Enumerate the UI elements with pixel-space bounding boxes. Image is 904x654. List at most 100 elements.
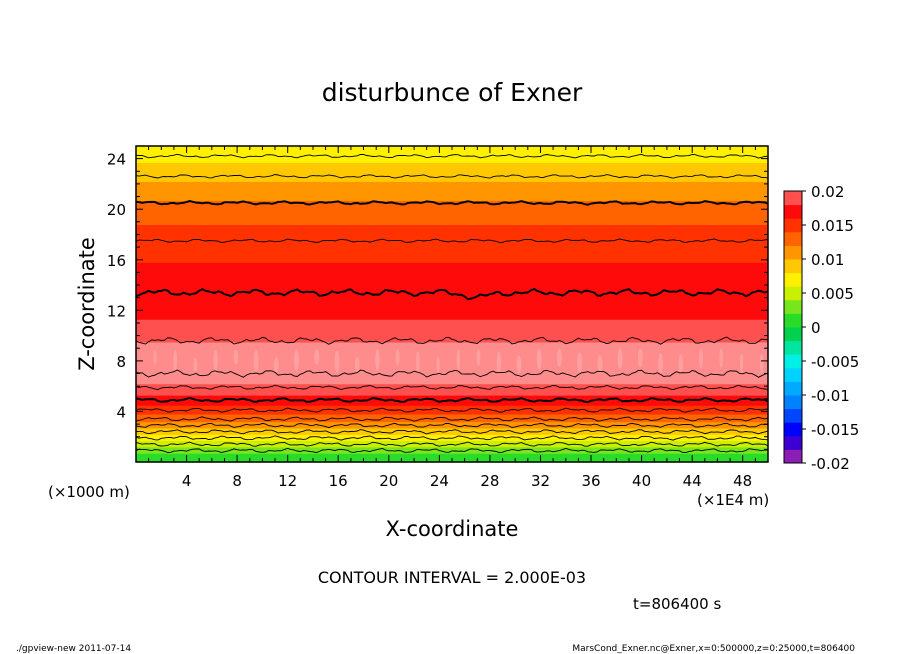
contour-line <box>135 153 769 159</box>
contour-band <box>136 219 768 222</box>
contour-band <box>136 397 768 400</box>
colorbar-label: -0.02 <box>811 455 850 473</box>
contour-band <box>136 268 768 271</box>
contour-max-patch <box>213 349 218 372</box>
contour-band <box>136 431 768 434</box>
contour-band <box>136 252 768 255</box>
contour-band <box>136 412 768 415</box>
contour-band <box>136 151 768 153</box>
contour-line <box>135 238 769 243</box>
contour-band <box>136 362 768 364</box>
contour-band <box>136 305 768 308</box>
contour-band <box>136 344 768 347</box>
contour-band <box>136 286 768 289</box>
contour-band <box>136 392 768 395</box>
y-tick-label: 16 <box>107 252 126 270</box>
contour-max-patch <box>273 357 279 373</box>
contour-max-patch <box>354 356 360 373</box>
contour-band <box>136 301 768 304</box>
contour-band <box>136 388 768 391</box>
contour-max-patch <box>597 354 603 374</box>
contour-band <box>136 258 768 261</box>
contour-band <box>136 376 768 378</box>
contour-band <box>136 353 768 356</box>
contour-band <box>136 196 768 199</box>
contour-band <box>136 172 768 175</box>
contour-band <box>136 363 768 366</box>
contour-max-patch <box>678 354 683 374</box>
colorbar-labels: 0.02 0.015 0.01 0.005 0 -0.005 -0.01 -0.015 -0.0… <box>802 183 859 473</box>
contour-band <box>136 389 768 392</box>
contour-band <box>136 224 768 227</box>
contour-band <box>136 320 768 323</box>
contour-band <box>136 439 768 442</box>
contour-band <box>136 396 768 399</box>
contour-band <box>136 430 768 433</box>
contour-band <box>136 163 768 166</box>
contour-band <box>136 240 768 243</box>
x-tick-label: 32 <box>531 472 550 490</box>
contour-band <box>136 407 768 410</box>
contour-band <box>136 322 768 325</box>
x-tick-label: 20 <box>379 472 398 490</box>
contour-max-patch <box>416 351 420 373</box>
x-tick-label: 8 <box>232 472 242 490</box>
contour-band <box>136 334 768 337</box>
contour-band <box>136 314 768 316</box>
y-axis-label: Z-coordinate <box>75 237 99 371</box>
colorbar-label: 0.015 <box>811 217 854 235</box>
contour-band <box>136 354 768 357</box>
contour-band <box>136 445 768 448</box>
contour-line-thick <box>135 287 769 301</box>
contour-band <box>136 274 768 277</box>
contour-band <box>136 261 768 263</box>
contour-line <box>135 174 769 179</box>
contour-band <box>136 230 768 233</box>
contour-max-patch <box>314 349 320 365</box>
contour-band <box>136 454 768 457</box>
contour-max-patch <box>556 348 562 367</box>
colorbar-swatch <box>784 286 802 301</box>
contour-band <box>136 456 768 459</box>
contour-band <box>136 262 768 265</box>
contour-band <box>136 298 768 301</box>
contour-band <box>136 328 768 330</box>
contour-band <box>136 259 768 262</box>
contour-band <box>136 391 768 394</box>
contour-max-patch <box>153 349 157 365</box>
contour-max-patch <box>395 349 400 366</box>
contour-band <box>136 310 768 313</box>
contour-band <box>136 384 768 387</box>
contour-band <box>136 212 768 215</box>
colorbar-label: -0.015 <box>811 421 859 439</box>
contour-band <box>136 406 768 409</box>
contour-band <box>136 216 768 219</box>
colorbar-label: 0.01 <box>811 251 844 269</box>
contour-band <box>136 417 768 420</box>
contour-band <box>136 331 768 334</box>
contour-band <box>136 214 768 217</box>
contour-band <box>136 335 768 338</box>
contour-band <box>136 369 768 372</box>
contour-band <box>136 276 768 279</box>
contour-band <box>136 358 768 361</box>
colorbar-swatch <box>784 367 802 382</box>
contour-band <box>136 453 768 456</box>
footer-left-text: ./gpview-new 2011-07-14 <box>16 644 131 654</box>
contour-band <box>136 307 768 310</box>
contour-band <box>136 157 768 160</box>
contour-band <box>136 210 768 213</box>
contour-band <box>136 290 768 292</box>
contour-band <box>136 341 768 344</box>
contour-band <box>136 425 768 428</box>
contour-band <box>136 370 768 373</box>
contour-band <box>136 357 768 359</box>
contour-band <box>136 173 768 176</box>
contour-max-patch <box>294 349 299 372</box>
contour-band <box>136 182 768 185</box>
contour-max-patch <box>233 349 239 365</box>
contour-band <box>136 166 768 169</box>
contour-band <box>136 215 768 218</box>
contour-band <box>136 325 768 328</box>
contour-band <box>136 221 768 224</box>
